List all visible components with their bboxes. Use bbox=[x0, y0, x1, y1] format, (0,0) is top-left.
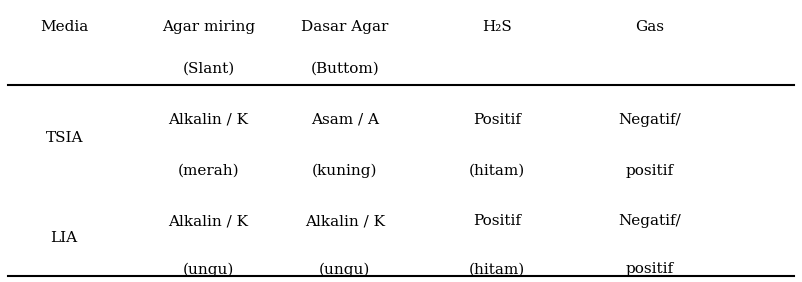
Text: Alkalin / K: Alkalin / K bbox=[168, 214, 249, 228]
Text: Alkalin / K: Alkalin / K bbox=[168, 113, 249, 127]
Text: Negatif/: Negatif/ bbox=[618, 214, 681, 228]
Text: (hitam): (hitam) bbox=[469, 164, 525, 178]
Text: TSIA: TSIA bbox=[46, 131, 83, 145]
Text: (hitam): (hitam) bbox=[469, 262, 525, 276]
Text: Alkalin / K: Alkalin / K bbox=[305, 214, 385, 228]
Text: LIA: LIA bbox=[51, 231, 78, 245]
Text: (kuning): (kuning) bbox=[312, 164, 378, 178]
Text: (Buttom): (Buttom) bbox=[310, 62, 379, 76]
Text: (Slant): (Slant) bbox=[182, 62, 235, 76]
Text: Gas: Gas bbox=[635, 20, 664, 34]
Text: Dasar Agar: Dasar Agar bbox=[302, 20, 388, 34]
Text: positif: positif bbox=[626, 262, 674, 276]
Text: positif: positif bbox=[626, 164, 674, 178]
Text: Media: Media bbox=[40, 20, 88, 34]
Text: Asam / A: Asam / A bbox=[311, 113, 379, 127]
Text: (ungu): (ungu) bbox=[183, 262, 234, 277]
Text: Positif: Positif bbox=[473, 214, 521, 228]
Text: Agar miring: Agar miring bbox=[162, 20, 255, 34]
Text: (ungu): (ungu) bbox=[319, 262, 371, 277]
Text: Positif: Positif bbox=[473, 113, 521, 127]
Text: (merah): (merah) bbox=[178, 164, 239, 178]
Text: Negatif/: Negatif/ bbox=[618, 113, 681, 127]
Text: H₂S: H₂S bbox=[482, 20, 512, 34]
